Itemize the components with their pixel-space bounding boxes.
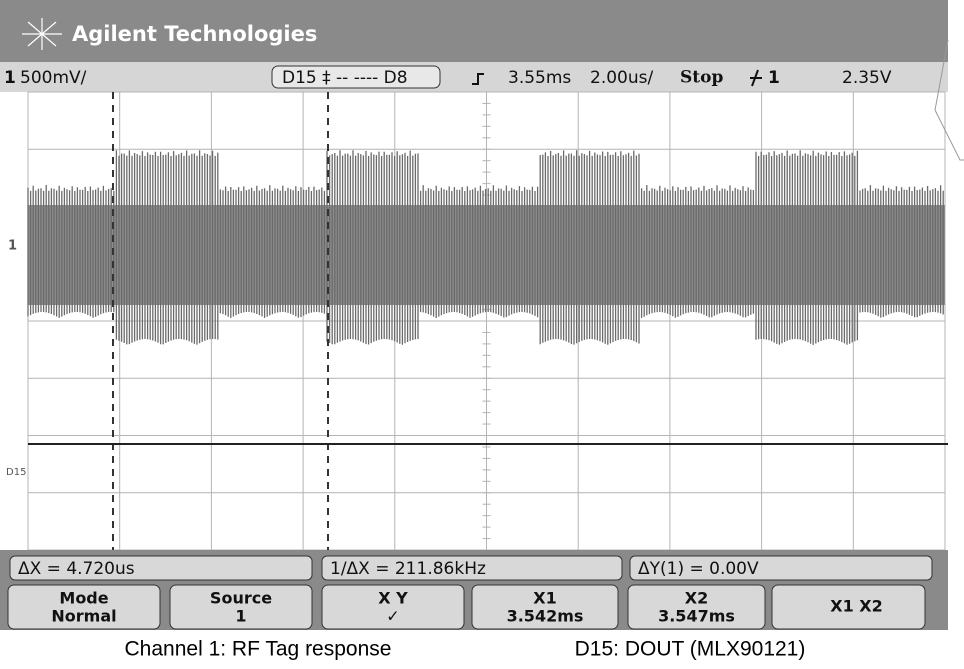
softkey-label: Mode	[59, 589, 108, 608]
timebase: 2.00us/	[590, 68, 653, 88]
digital-marker: D15	[6, 467, 26, 478]
softkey	[771, 584, 926, 630]
brand: Agilent Technologies	[72, 22, 317, 46]
measurement-box	[629, 555, 933, 581]
measurement: ΔX = 4.720us	[18, 559, 135, 579]
softkey-value: 3.542ms	[507, 607, 584, 626]
digital: D15 ‡ -- ---- D8	[282, 68, 408, 88]
trigger-source: 1	[768, 68, 780, 88]
softkey	[321, 584, 465, 630]
measurement-box	[321, 555, 623, 581]
softkey-label: X2	[685, 589, 708, 608]
softkey-value: Normal	[51, 607, 116, 626]
softkey-label: X Y	[378, 589, 408, 608]
status-bar	[0, 62, 948, 92]
softkey-value: 3.547ms	[658, 607, 735, 626]
run-state: Stop	[680, 68, 723, 88]
trigger-level: 2.35V	[842, 68, 892, 88]
softkey-value: ✓	[386, 607, 399, 626]
channel: 1	[4, 68, 16, 88]
logo	[22, 18, 62, 50]
measurement-box	[9, 555, 313, 581]
softkey-value: 1	[235, 607, 246, 626]
caption: D15: DOUT (MLX90121)	[575, 638, 806, 661]
digital-box	[271, 65, 441, 89]
scale: 500mV/	[20, 68, 87, 88]
measurement: 1/ΔX = 211.86kHz	[330, 559, 486, 579]
paper-edge	[934, 39, 964, 161]
wave-strokes	[27, 150, 944, 345]
measurement-bar: ΔX = 4.720us 1/ΔX = 211.86kHz ΔY(1) = 0.00…	[9, 555, 933, 581]
softkey-label: X1 X2	[830, 597, 883, 616]
softkey	[169, 584, 313, 630]
channel-marker: 1	[8, 239, 17, 254]
softkey	[471, 584, 619, 630]
softkey	[7, 584, 161, 630]
delay: 3.55ms	[508, 68, 571, 88]
softkey-label: X1	[533, 589, 556, 608]
softkey	[627, 584, 766, 630]
waveform	[27, 150, 945, 345]
softkey-label: Source	[210, 589, 272, 608]
trigger-icon	[750, 69, 762, 87]
caption: Channel 1: RF Tag response	[125, 638, 392, 661]
delay-icon	[472, 73, 484, 85]
measurement: ΔY(1) = 0.00V	[638, 559, 759, 579]
